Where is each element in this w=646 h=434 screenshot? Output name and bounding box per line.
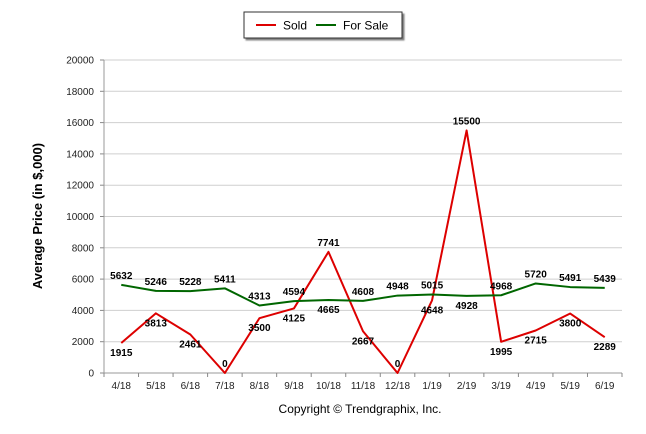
- x-tick-label: 3/19: [491, 381, 511, 392]
- legend-label-for-sale: For Sale: [343, 19, 389, 33]
- y-tick-label: 20000: [66, 56, 94, 67]
- x-tick-label: 5/18: [146, 381, 166, 392]
- data-label-for-sale: 5632: [110, 271, 133, 282]
- data-label-for-sale: 5439: [594, 274, 617, 285]
- x-tick-label: 4/19: [526, 381, 546, 392]
- y-tick-label: 12000: [66, 181, 94, 192]
- plot-axes: 0 2000 4000 6000 8000 10000 12000 14000 16000 180…: [66, 56, 623, 392]
- data-label-sold: 1995: [490, 347, 513, 358]
- data-label-sold: 2461: [179, 339, 202, 350]
- plot-grid: [104, 59, 622, 343]
- series-line-sold: [120, 129, 606, 374]
- y-tick-label: 6000: [72, 275, 95, 286]
- data-label-sold: 4648: [421, 305, 444, 316]
- data-label-sold: 7741: [317, 238, 340, 249]
- y-tick-label: 18000: [66, 87, 94, 98]
- y-tick-label: 8000: [72, 243, 95, 254]
- data-label-for-sale: 4928: [455, 301, 478, 312]
- data-label-for-sale: 5491: [559, 273, 582, 284]
- series-line-for-sale: [121, 282, 605, 307]
- plot-data-labels: 1915 3813 2461 0 3500 4125 7741 2667 0 4648 15500 1…: [110, 116, 616, 370]
- data-label-sold: 2667: [352, 336, 375, 347]
- chart-legend: Sold For Sale: [243, 11, 403, 39]
- x-tick-label: 6/19: [595, 381, 615, 392]
- data-label-sold: 1915: [110, 348, 133, 359]
- data-label-for-sale: 4608: [352, 287, 375, 298]
- data-label-sold: 4125: [283, 313, 306, 324]
- plot-series: [120, 129, 606, 374]
- y-tick-label: 0: [88, 369, 94, 380]
- data-label-sold: 3500: [248, 323, 271, 334]
- data-label-for-sale: 4948: [386, 282, 409, 293]
- data-label-sold: 2715: [525, 336, 548, 347]
- data-label-sold: 0: [395, 359, 401, 370]
- x-tick-label: 2/19: [457, 381, 477, 392]
- y-tick-label: 2000: [72, 337, 95, 348]
- data-label-sold: 0: [222, 359, 228, 370]
- copyright-text: Copyright © Trendgraphix, Inc.: [279, 402, 442, 416]
- data-label-for-sale: 5246: [145, 277, 168, 288]
- x-tick-label: 8/18: [250, 381, 270, 392]
- x-tick-label: 10/18: [316, 381, 341, 392]
- data-label-for-sale: 4665: [317, 305, 340, 316]
- x-tick-label: 5/19: [560, 381, 580, 392]
- x-tick-label: 6/18: [181, 381, 201, 392]
- x-tick-label: 11/18: [351, 381, 376, 392]
- data-label-sold: 15500: [453, 116, 481, 127]
- data-label-for-sale: 5015: [421, 281, 444, 292]
- x-tick-label: 4/18: [112, 381, 132, 392]
- data-label-sold: 2289: [594, 342, 617, 353]
- y-tick-label: 4000: [72, 306, 95, 317]
- y-tick-label: 10000: [66, 212, 94, 223]
- y-tick-label: 14000: [66, 149, 94, 160]
- y-tick-label: 16000: [66, 118, 94, 129]
- data-label-for-sale: 5720: [525, 269, 548, 280]
- y-axis-title: Average Price (in $,000): [30, 143, 45, 289]
- data-label-for-sale: 4968: [490, 281, 513, 292]
- legend-label-sold: Sold: [283, 19, 307, 33]
- data-label-sold: 3813: [145, 318, 168, 329]
- x-tick-label: 7/18: [215, 381, 235, 392]
- data-label-sold: 3800: [559, 319, 582, 330]
- x-tick-label: 9/18: [284, 381, 304, 392]
- data-label-for-sale: 5228: [179, 277, 202, 288]
- x-tick-label: 12/18: [385, 381, 410, 392]
- data-label-for-sale: 4594: [283, 287, 306, 298]
- data-label-for-sale: 5411: [214, 274, 236, 285]
- data-label-for-sale: 4313: [248, 292, 271, 303]
- x-tick-label: 1/19: [422, 381, 442, 392]
